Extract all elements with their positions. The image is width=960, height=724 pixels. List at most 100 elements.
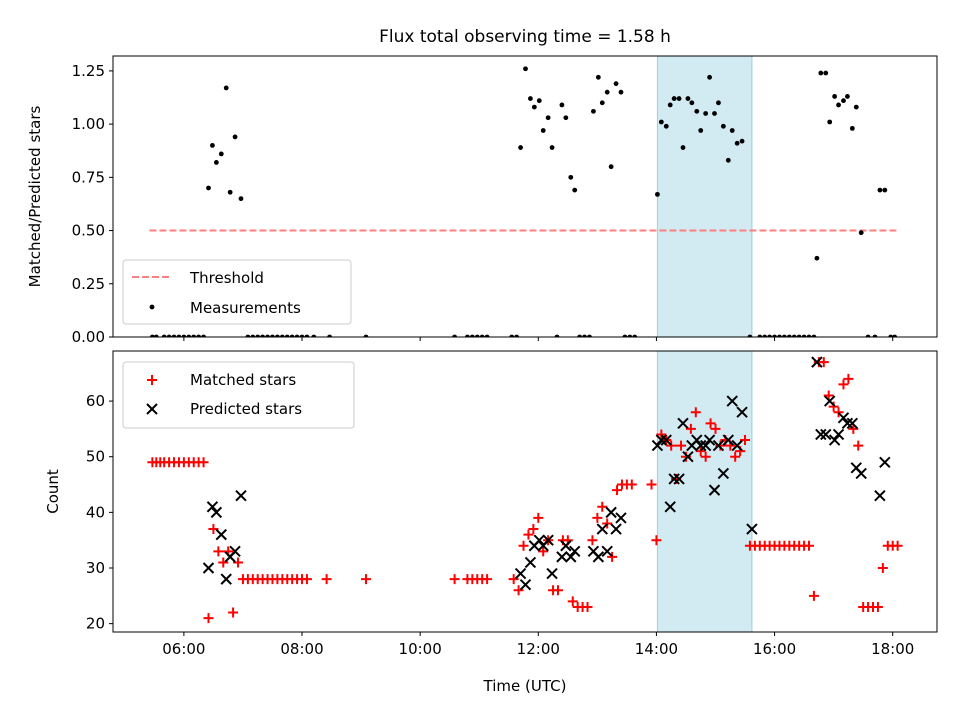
predicted-star-marker xyxy=(673,473,685,485)
measurement-point xyxy=(801,334,807,337)
measurement-point xyxy=(523,66,528,72)
measurement-point xyxy=(689,100,695,106)
predicted-star-marker xyxy=(699,439,712,452)
predicted-star-marker xyxy=(712,439,725,452)
matched-star-marker xyxy=(695,446,706,457)
plot-frame xyxy=(112,55,938,338)
matched-star-marker xyxy=(567,596,578,607)
measurement-point xyxy=(270,334,275,337)
matched-star-marker xyxy=(651,535,662,546)
predicted-star-marker xyxy=(235,489,247,502)
measurement-point xyxy=(284,334,290,337)
predicted-star-marker xyxy=(569,545,581,558)
measurement-point xyxy=(777,334,782,337)
measurement-point xyxy=(289,334,295,337)
x-tick-label: 08:00 xyxy=(280,640,323,658)
predicted-star-marker xyxy=(668,473,680,485)
measurement-point xyxy=(509,334,515,337)
predicted-star-marker xyxy=(879,456,891,468)
measurement-point xyxy=(572,187,578,193)
legend-predicted-label: Predicted stars xyxy=(190,400,302,418)
matched-star-marker xyxy=(198,457,209,468)
y-tick-label: 0.50 xyxy=(72,222,105,240)
matched-star-marker xyxy=(730,451,741,462)
measurement-point xyxy=(201,334,206,337)
predicted-star-marker xyxy=(682,451,694,463)
measurement-point xyxy=(853,104,859,110)
measurement-point xyxy=(210,143,215,148)
measurement-point xyxy=(294,334,300,337)
predicted-star-marker xyxy=(605,506,617,519)
y-tick-label: 1.00 xyxy=(72,115,105,133)
measurement-point xyxy=(845,94,850,99)
measurement-point xyxy=(716,100,721,106)
measurement-point xyxy=(836,102,841,108)
matched-star-marker xyxy=(508,574,519,585)
matched-star-marker xyxy=(233,557,244,568)
y-tick-label: 1.25 xyxy=(72,62,105,80)
x-tick-label: 06:00 xyxy=(162,640,205,658)
measurement-point xyxy=(782,334,787,337)
measurement-point xyxy=(554,334,560,337)
y-tick-label: 20 xyxy=(86,615,105,633)
legend-box xyxy=(122,361,355,429)
measurement-point xyxy=(734,140,740,146)
measurement-point xyxy=(213,160,219,165)
measurement-point xyxy=(540,128,546,133)
measurement-point xyxy=(311,334,317,337)
measurement-point xyxy=(191,334,197,337)
measurement-point xyxy=(166,334,172,337)
measurement-point xyxy=(206,185,211,191)
measurement-point xyxy=(591,108,596,114)
matched-star-marker xyxy=(892,540,903,551)
shaded-interval xyxy=(657,351,752,632)
measurement-point xyxy=(250,334,256,337)
measurement-point xyxy=(698,128,704,133)
matched-star-marker xyxy=(301,574,312,585)
predicted-star-marker xyxy=(229,545,241,558)
measurement-point xyxy=(514,334,520,337)
measurement-point xyxy=(327,334,332,337)
predicted-star-marker xyxy=(717,467,730,480)
predicted-star-marker xyxy=(855,467,867,480)
top-panel: 0.00 0.25 0.50 0.75 1.00 1.25 Matched/Predicte… xyxy=(26,55,938,346)
x-tick-label: 18:00 xyxy=(871,640,914,658)
measurement-point xyxy=(186,334,192,337)
measurement-point xyxy=(299,334,305,337)
y-tick-label: 60 xyxy=(86,392,105,410)
measurement-point xyxy=(663,123,669,129)
measurement-point xyxy=(832,94,838,99)
bottom-panel: 20 30 40 50 60 06:00 08:00 10:00 12:00 14:00 16:00… xyxy=(44,350,938,695)
predicted-star-marker xyxy=(828,434,841,446)
matched-star-marker xyxy=(208,524,219,535)
measurement-point xyxy=(245,334,251,337)
measurement-point xyxy=(536,98,542,104)
matched-star-marker xyxy=(607,551,618,562)
measurement-point xyxy=(549,145,555,150)
y-tick-label: 50 xyxy=(86,448,105,466)
matched-star-marker xyxy=(833,407,844,418)
measurement-point xyxy=(632,334,638,337)
measurement-point xyxy=(568,174,574,180)
measurement-point xyxy=(196,334,202,337)
measurement-point xyxy=(474,334,480,337)
matched-star-marker xyxy=(685,423,696,434)
predicted-star-marker xyxy=(601,545,613,558)
measurement-point xyxy=(618,89,624,95)
matched-star-marker xyxy=(646,479,657,490)
matched-star-marker xyxy=(690,407,701,418)
matched-star-marker xyxy=(838,379,849,390)
predicted-star-marker xyxy=(655,434,668,446)
measurement-point xyxy=(841,98,846,104)
measurement-point xyxy=(176,334,182,337)
measurement-point xyxy=(613,81,619,87)
predicted-star-marker xyxy=(823,395,836,407)
measurement-point xyxy=(703,111,709,116)
predicted-star-marker xyxy=(731,439,743,452)
measurement-point xyxy=(877,187,883,193)
measurement-point xyxy=(484,334,490,337)
matched-star-marker xyxy=(203,613,214,624)
measurement-point xyxy=(279,334,285,337)
matched-star-marker xyxy=(808,590,819,601)
